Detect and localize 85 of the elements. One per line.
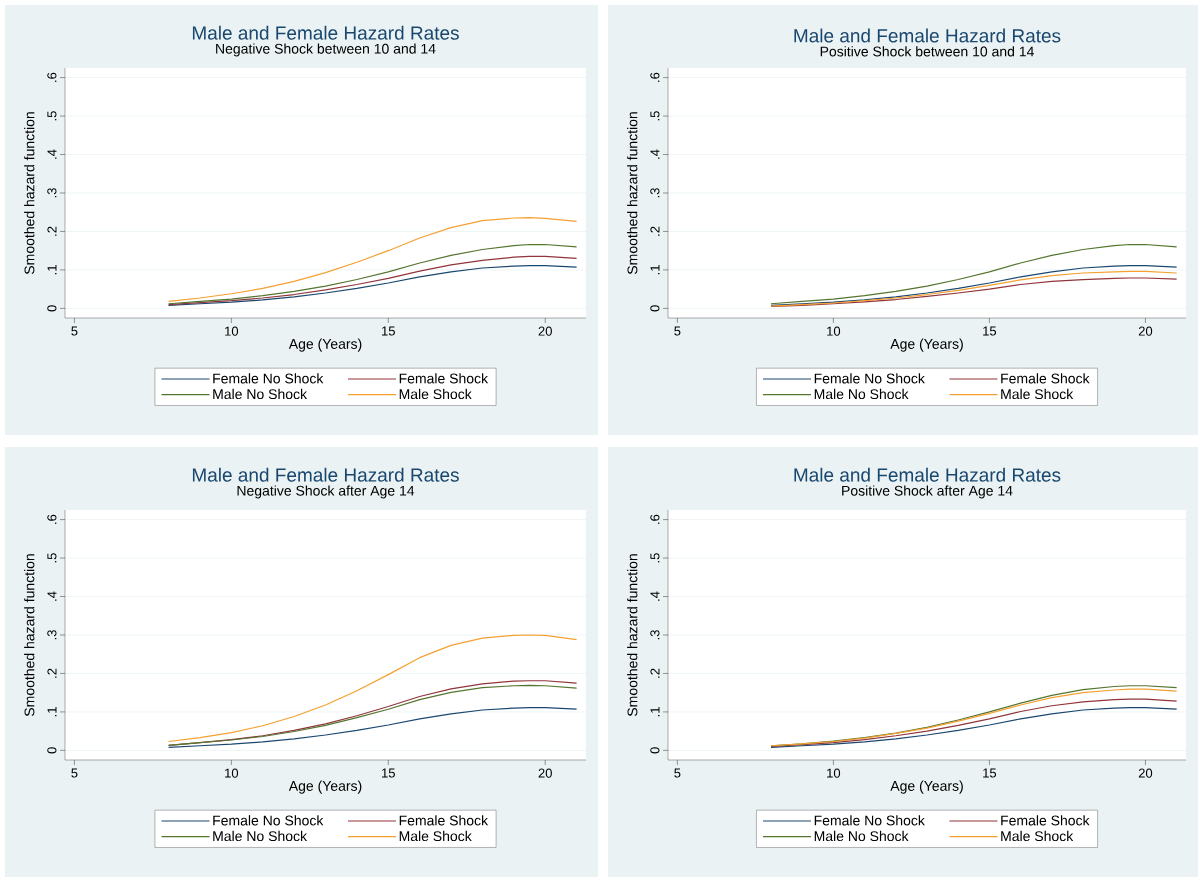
y-tick-label: 0 (47, 305, 57, 312)
chart-title: Male and Female Hazard Rates (794, 467, 1061, 482)
x-axis-title: Age (Years) (288, 338, 362, 352)
y-tick-label: 0 (47, 747, 57, 754)
chart-title: Male and Female Hazard Rates (192, 25, 459, 40)
y-tick-label: .1 (47, 265, 57, 275)
y-tick-label: 0 (650, 747, 660, 754)
legend-label: Male No Shock (814, 830, 909, 842)
legend-label: Male Shock (399, 830, 472, 842)
x-tick-label: 10 (827, 326, 841, 336)
y-tick-label: .5 (650, 111, 660, 121)
y-tick-label: .6 (47, 514, 57, 524)
x-tick-label: 10 (225, 768, 239, 778)
y-tick-label: .4 (47, 591, 57, 601)
y-tick-label: .2 (47, 668, 57, 678)
chart-subtitle: Negative Shock after Age 14 (237, 485, 415, 499)
chart-subtitle: Positive Shock between 10 and 14 (820, 46, 1034, 57)
chart-title: Male and Female Hazard Rates (192, 467, 459, 482)
legend-label: Female No Shock (814, 815, 925, 826)
x-tick-label: 10 (827, 768, 841, 778)
y-axis-title: Smoothed hazard function (24, 112, 35, 275)
y-tick-label: .3 (650, 630, 660, 640)
x-tick-label: 5 (674, 326, 681, 336)
x-tick-label: 20 (538, 326, 552, 336)
x-tick-label: 15 (983, 768, 997, 778)
x-tick-label: 5 (71, 326, 78, 336)
legend-label: Male No Shock (213, 830, 308, 842)
y-tick-label: .5 (650, 553, 660, 563)
chart-subtitle: Positive Shock after Age 14 (842, 485, 1013, 499)
line-series (167, 707, 578, 748)
y-tick-label: .2 (650, 668, 660, 678)
legend-label: Male No Shock (814, 388, 909, 400)
y-tick-label: .3 (47, 188, 57, 198)
legend-label: Female No Shock (814, 373, 925, 384)
y-tick-label: .1 (650, 707, 660, 717)
legend-label: Male No Shock (213, 388, 308, 400)
legend-label: Female Shock (399, 815, 489, 826)
x-tick-label: 5 (674, 768, 681, 778)
y-axis-title: Smoothed hazard function (627, 554, 638, 717)
y-tick-label: .4 (650, 591, 660, 601)
x-tick-label: 5 (71, 768, 78, 778)
y-tick-label: .3 (650, 188, 660, 198)
y-tick-label: .5 (47, 553, 57, 563)
x-axis-title: Age (Years) (890, 338, 963, 352)
x-tick-label: 15 (382, 326, 395, 336)
line-series (770, 698, 1178, 748)
y-tick-label: .1 (47, 707, 57, 717)
legend-label: Female Shock (399, 373, 489, 384)
y-tick-label: .3 (47, 630, 57, 640)
line-series (167, 255, 578, 306)
y-tick-label: .1 (650, 265, 660, 275)
legend-label: Female No Shock (213, 815, 324, 826)
legend-label: Female Shock (1001, 373, 1090, 384)
legend-label: Female Shock (1001, 815, 1090, 826)
legend-label: Female No Shock (213, 373, 324, 384)
y-tick-label: .2 (47, 226, 57, 236)
x-tick-label: 15 (983, 326, 997, 336)
chart-title: Male and Female Hazard Rates (794, 28, 1061, 43)
line-series (167, 265, 578, 306)
y-tick-label: .6 (47, 72, 57, 82)
x-tick-label: 20 (1138, 326, 1153, 336)
legend-label: Male Shock (1001, 388, 1074, 400)
y-tick-label: .6 (650, 514, 660, 524)
x-axis-title: Age (Years) (288, 780, 362, 794)
y-tick-label: .5 (47, 111, 57, 121)
x-tick-label: 10 (225, 326, 239, 336)
chart-subtitle: Negative Shock between 10 and 14 (216, 43, 436, 57)
y-axis-title: Smoothed hazard function (627, 112, 638, 275)
legend-label: Male Shock (1001, 830, 1074, 842)
line-series (167, 217, 578, 303)
y-tick-label: .2 (650, 226, 660, 236)
line-series (167, 243, 578, 305)
y-tick-label: .6 (650, 72, 660, 82)
y-tick-label: .4 (47, 149, 57, 159)
y-axis-title: Smoothed hazard function (24, 554, 35, 717)
x-axis-title: Age (Years) (890, 780, 963, 794)
line-series (770, 243, 1178, 305)
x-tick-label: 20 (538, 768, 552, 778)
y-tick-label: .4 (650, 149, 660, 159)
y-tick-label: 0 (650, 305, 660, 312)
legend-label: Male Shock (399, 388, 472, 400)
x-tick-label: 15 (382, 768, 395, 778)
line-series (167, 634, 578, 743)
x-tick-label: 20 (1138, 768, 1153, 778)
line-series (770, 707, 1178, 748)
